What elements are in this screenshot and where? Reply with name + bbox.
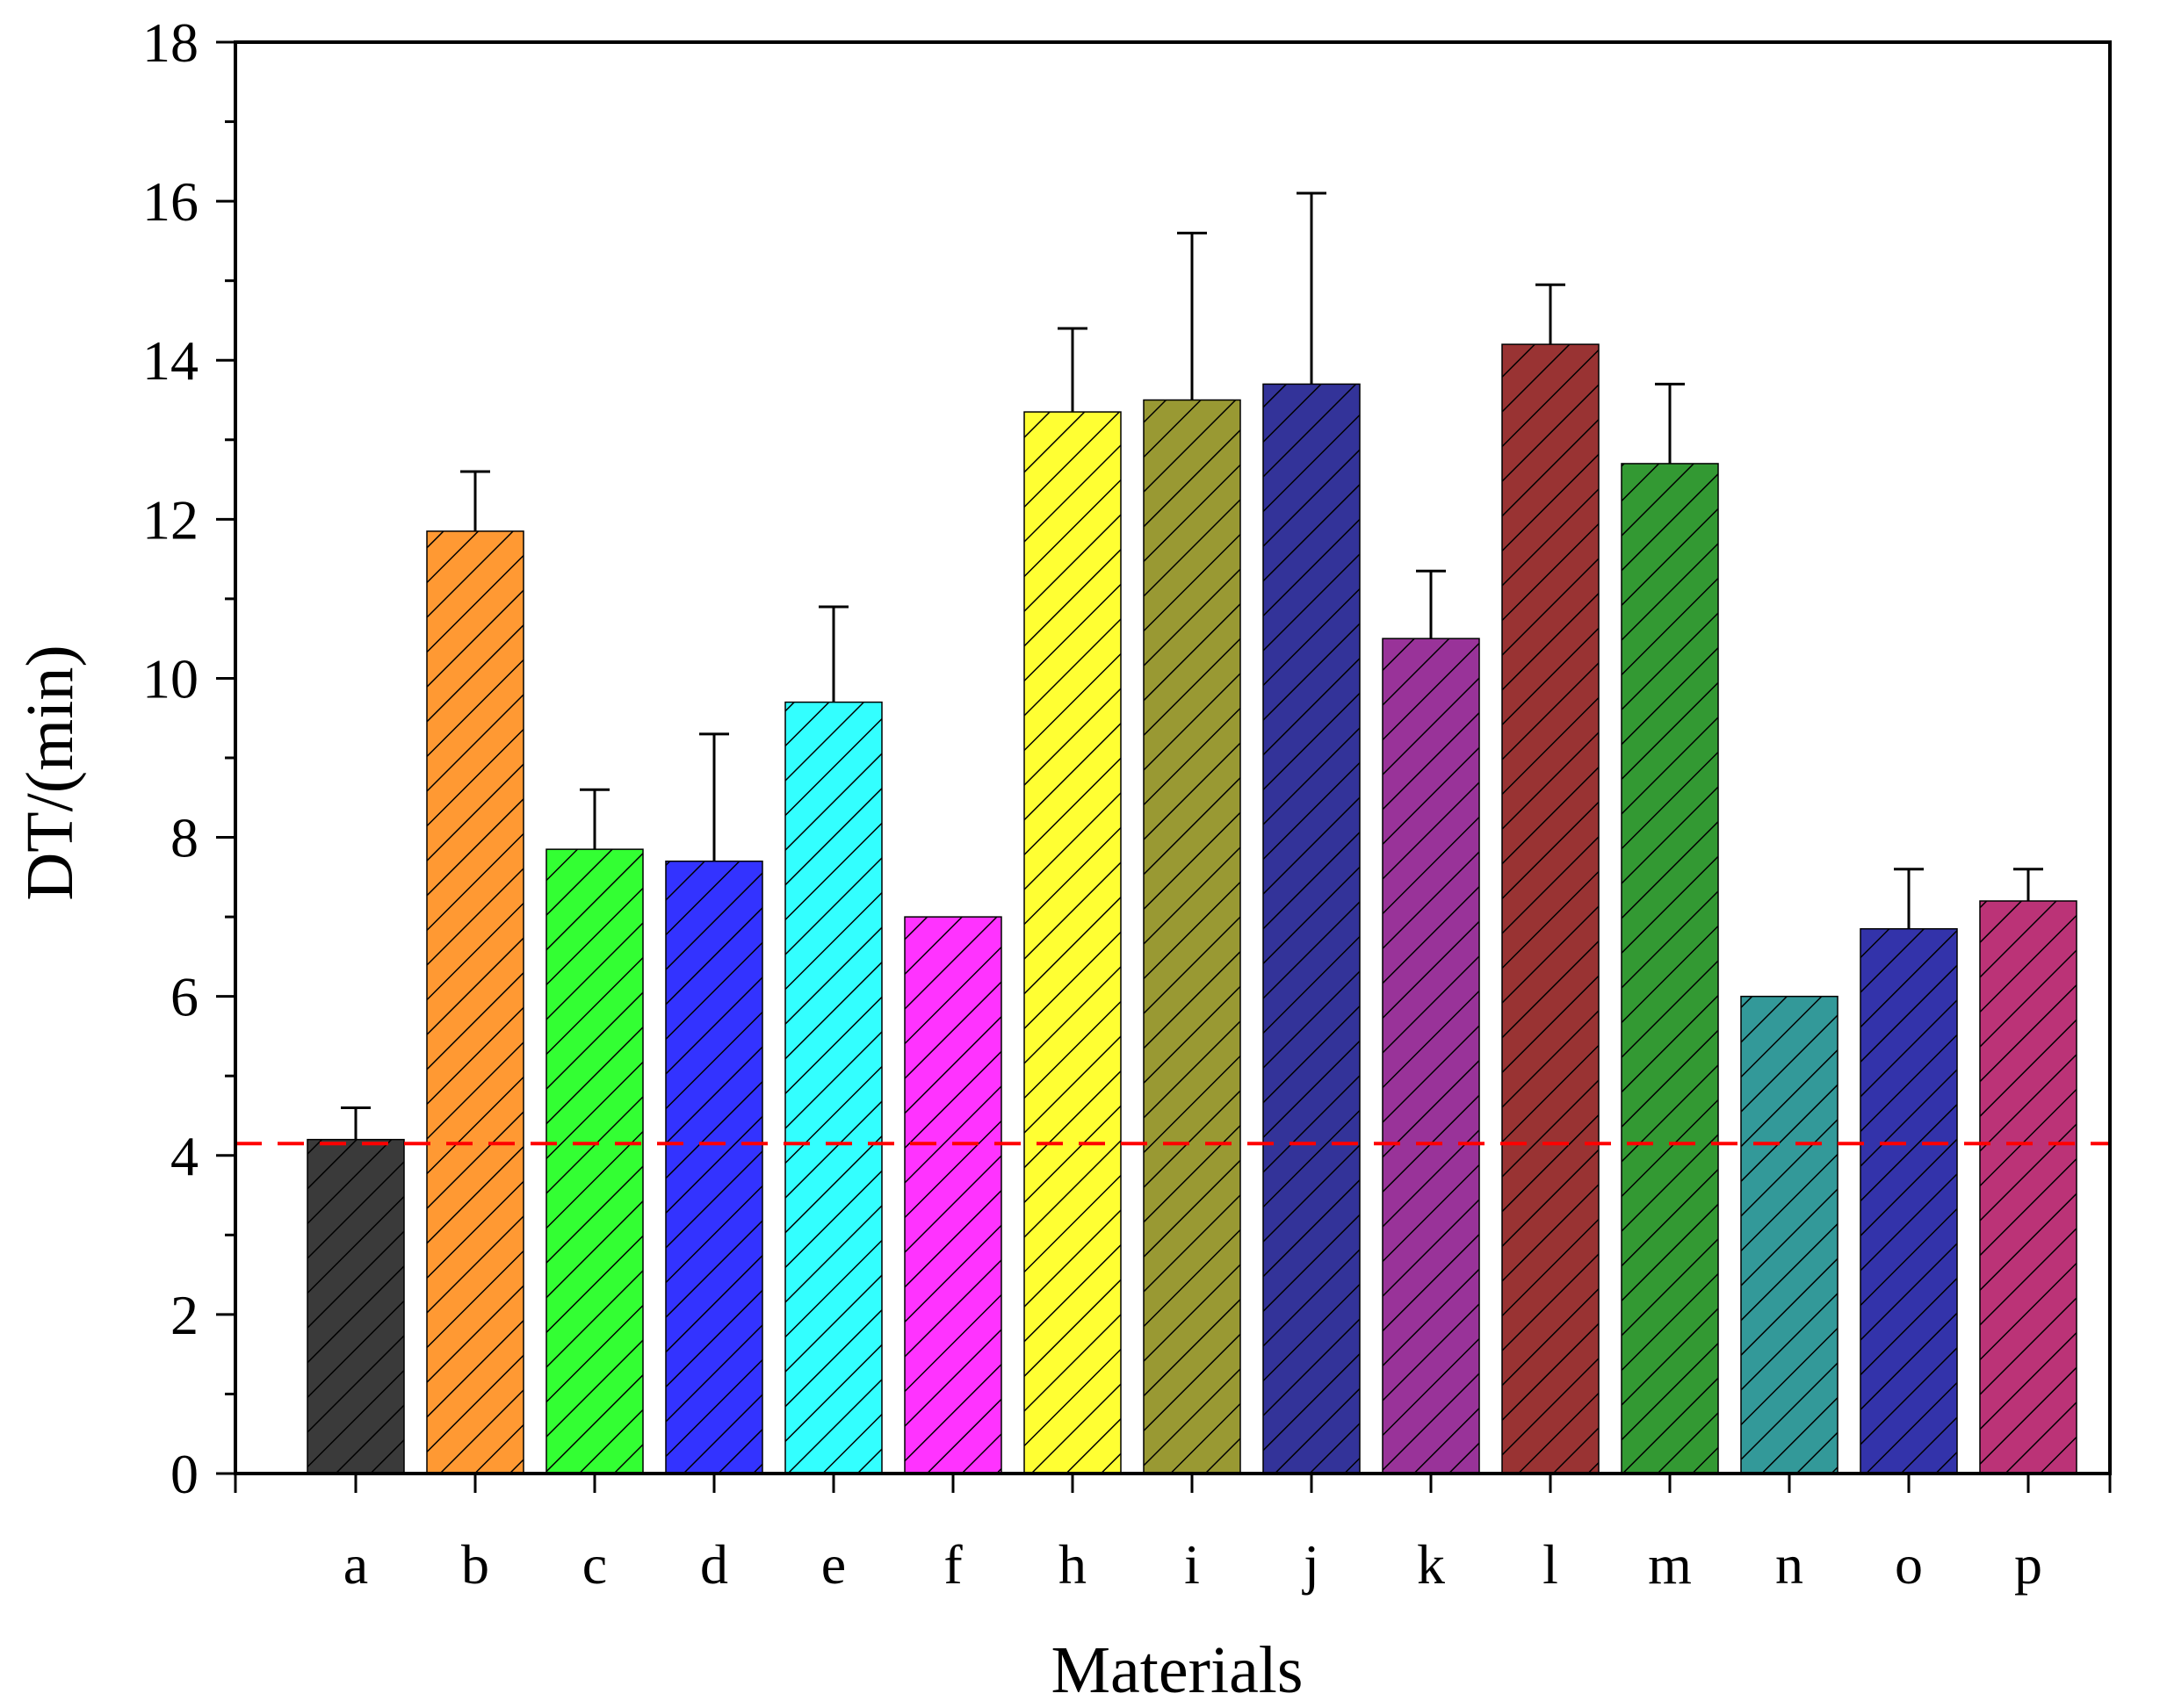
bar-hatch bbox=[1144, 400, 1240, 1474]
x-tick-label-m: m bbox=[1648, 1533, 1692, 1596]
x-tick-label-k: k bbox=[1417, 1533, 1445, 1596]
x-tick-label-o: o bbox=[1895, 1533, 1923, 1596]
x-axis-title: Materials bbox=[1051, 1633, 1303, 1707]
bar-n bbox=[1740, 995, 1839, 1474]
y-tick-label-12: 12 bbox=[142, 488, 199, 551]
bar-l bbox=[1501, 343, 1600, 1474]
error-bar-p bbox=[2013, 868, 2043, 901]
x-tick-label-a: a bbox=[343, 1533, 368, 1596]
error-bar-o bbox=[1894, 868, 1924, 929]
error-bar-c bbox=[580, 788, 610, 850]
bar-d bbox=[665, 860, 763, 1474]
error-bars-layer bbox=[341, 191, 2043, 1140]
bars-layer bbox=[307, 343, 2077, 1474]
error-bar-m bbox=[1655, 382, 1685, 464]
bar-a bbox=[307, 1138, 405, 1474]
x-tick-label-i: i bbox=[1184, 1533, 1200, 1596]
x-tick-label-n: n bbox=[1775, 1533, 1803, 1596]
bar-k bbox=[1382, 638, 1480, 1474]
error-bar-j bbox=[1297, 191, 1326, 385]
y-tick-label-6: 6 bbox=[170, 966, 199, 1028]
y-tick-label-16: 16 bbox=[142, 170, 199, 233]
y-tick-label-14: 14 bbox=[142, 329, 199, 392]
bar-e bbox=[784, 701, 883, 1474]
y-tick-label-10: 10 bbox=[142, 647, 199, 710]
bar-m bbox=[1621, 463, 1719, 1474]
x-tick-label-d: d bbox=[700, 1533, 728, 1596]
bar-hatch bbox=[1024, 412, 1121, 1474]
y-tick-label-2: 2 bbox=[170, 1284, 199, 1346]
x-tick-label-j: j bbox=[1302, 1533, 1319, 1596]
x-tick-label-c: c bbox=[582, 1533, 607, 1596]
bar-b bbox=[426, 530, 524, 1474]
x-tick-label-l: l bbox=[1542, 1533, 1558, 1596]
bar-hatch bbox=[1860, 928, 1957, 1474]
bar-hatch bbox=[1980, 901, 2077, 1474]
y-tick-label-4: 4 bbox=[170, 1125, 199, 1187]
bar-hatch bbox=[427, 530, 524, 1474]
bar-hatch bbox=[666, 861, 762, 1474]
bar-hatch bbox=[1502, 344, 1599, 1474]
bar-h bbox=[1023, 411, 1122, 1474]
bar-hatch bbox=[905, 917, 1001, 1474]
x-tick-label-b: b bbox=[461, 1533, 489, 1596]
bar-c bbox=[545, 848, 644, 1474]
bar-i bbox=[1143, 399, 1241, 1474]
x-tick-label-h: h bbox=[1058, 1533, 1087, 1596]
error-bar-l bbox=[1535, 283, 1565, 345]
error-bar-a bbox=[341, 1106, 371, 1140]
x-tick-label-e: e bbox=[821, 1533, 846, 1596]
bar-p bbox=[1979, 900, 2077, 1474]
error-bar-b bbox=[460, 470, 490, 531]
bar-hatch bbox=[1263, 384, 1360, 1474]
bar-hatch bbox=[1741, 996, 1838, 1474]
bar-hatch bbox=[1622, 463, 1718, 1474]
bar-hatch bbox=[1383, 638, 1479, 1474]
error-bar-d bbox=[699, 732, 729, 861]
error-bar-k bbox=[1416, 569, 1446, 639]
bar-hatch bbox=[307, 1139, 404, 1474]
bar-j bbox=[1262, 383, 1361, 1474]
bar-f bbox=[904, 916, 1002, 1474]
y-tick-label-8: 8 bbox=[170, 807, 199, 869]
error-bar-i bbox=[1177, 231, 1207, 400]
bar-o bbox=[1860, 927, 1958, 1474]
y-tick-label-0: 0 bbox=[170, 1443, 199, 1505]
x-tick-label-p: p bbox=[2014, 1533, 2042, 1596]
y-tick-label-18: 18 bbox=[142, 11, 199, 74]
bar-hatch bbox=[785, 702, 882, 1474]
y-axis-title: DT/(min) bbox=[13, 645, 87, 900]
bar-hatch bbox=[546, 849, 643, 1474]
error-bar-e bbox=[819, 605, 849, 703]
x-tick-label-f: f bbox=[943, 1533, 963, 1596]
error-bar-h bbox=[1058, 327, 1087, 413]
y-axis: 0 2 4 6 8 10 12 14 16 18 bbox=[142, 11, 235, 1505]
